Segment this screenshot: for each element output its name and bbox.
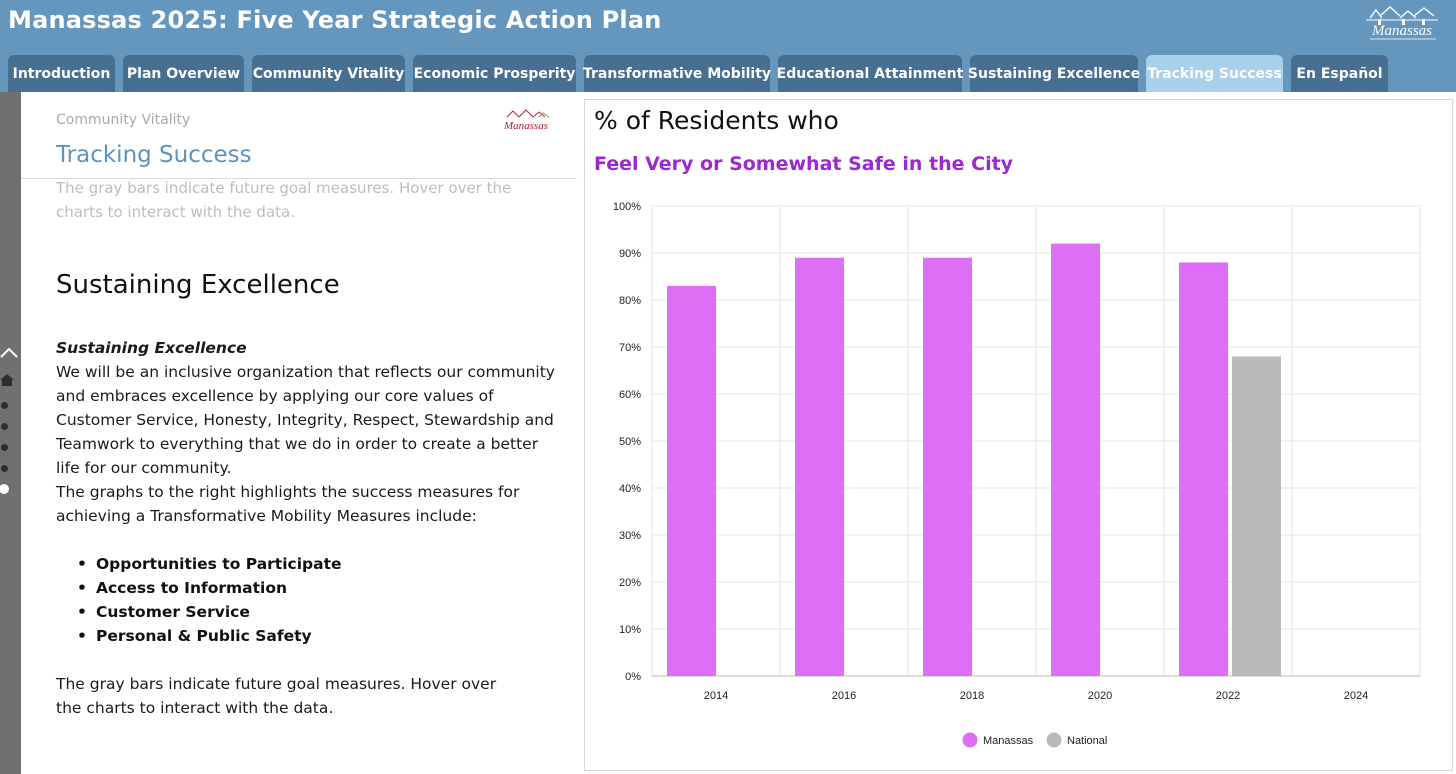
tab-tracking-success[interactable]: Tracking Success bbox=[1146, 55, 1283, 92]
header-divider bbox=[21, 178, 577, 179]
nav-dot[interactable] bbox=[1, 444, 8, 451]
x-tick-label: 2022 bbox=[1216, 690, 1240, 702]
nav-dot-active[interactable] bbox=[0, 484, 9, 494]
faded-scroll-note: The gray bars indicate future goal measu… bbox=[56, 179, 512, 221]
measures-list: Opportunities to Participate Access to I… bbox=[77, 552, 342, 648]
y-tick-label: 10% bbox=[619, 624, 641, 636]
narrative-panel: Community Vitality Manassas Tracking Suc… bbox=[21, 92, 578, 774]
x-tick-label: 2018 bbox=[960, 690, 984, 702]
body-paragraph: The graphs to the right highlights the s… bbox=[56, 483, 520, 525]
bar-manassas-2016[interactable] bbox=[795, 257, 844, 676]
y-tick-label: 90% bbox=[619, 248, 641, 260]
legend-label-national[interactable]: National bbox=[1067, 735, 1107, 747]
y-tick-label: 60% bbox=[619, 389, 641, 401]
list-item: Customer Service bbox=[77, 600, 342, 624]
manassas-logo-small: Manassas bbox=[503, 109, 550, 132]
chart-subtitle: Feel Very or Somewhat Safe in the City bbox=[594, 153, 1014, 175]
tab-en-espanol[interactable]: En Español bbox=[1291, 55, 1388, 92]
x-tick-label: 2024 bbox=[1344, 690, 1368, 702]
tab-sustaining-excellence[interactable]: Sustaining Excellence bbox=[968, 55, 1140, 92]
legend-marker-manassas[interactable] bbox=[962, 732, 978, 748]
section-label: Community Vitality bbox=[56, 112, 191, 128]
logo-text: Manassas bbox=[503, 120, 548, 132]
home-icon[interactable] bbox=[0, 373, 14, 387]
tab-community-vitality[interactable]: Community Vitality bbox=[252, 55, 405, 92]
list-item: Personal & Public Safety bbox=[77, 624, 342, 648]
tab-introduction[interactable]: Introduction bbox=[8, 55, 115, 92]
main-tabs: Introduction Plan Overview Community Vit… bbox=[0, 55, 1456, 92]
bar-national-2022[interactable] bbox=[1232, 356, 1281, 676]
tab-plan-overview[interactable]: Plan Overview bbox=[123, 55, 244, 92]
y-tick-label: 30% bbox=[619, 530, 641, 542]
list-item: Opportunities to Participate bbox=[77, 552, 341, 576]
x-tick-label: 2016 bbox=[832, 690, 856, 702]
legend-marker-national[interactable] bbox=[1046, 732, 1062, 748]
bar-manassas-2014[interactable] bbox=[667, 285, 716, 676]
app-title: Manassas 2025: Five Year Strategic Actio… bbox=[8, 6, 662, 34]
y-tick-label: 50% bbox=[619, 436, 641, 448]
body-italic-heading: Sustaining Excellence bbox=[56, 339, 247, 357]
x-tick-label: 2020 bbox=[1088, 690, 1112, 702]
y-tick-label: 100% bbox=[613, 201, 641, 213]
story-navigation-rail bbox=[0, 92, 21, 774]
y-tick-label: 20% bbox=[619, 577, 641, 589]
chart-title: % of Residents who bbox=[594, 106, 839, 135]
nav-dot[interactable] bbox=[1, 465, 8, 472]
nav-dot[interactable] bbox=[1, 423, 8, 430]
y-tick-label: 40% bbox=[619, 483, 641, 495]
bar-manassas-2018[interactable] bbox=[923, 257, 972, 676]
chart-panel: % of Residents who Feel Very or Somewhat… bbox=[584, 99, 1453, 771]
chevron-up-icon[interactable] bbox=[0, 345, 20, 359]
logo-text: Manassas bbox=[1371, 23, 1432, 39]
section-title: Sustaining Excellence bbox=[56, 270, 340, 300]
tab-economic-prosperity[interactable]: Economic Prosperity bbox=[413, 55, 576, 92]
y-tick-label: 70% bbox=[619, 342, 641, 354]
legend-label-manassas[interactable]: Manassas bbox=[983, 735, 1034, 747]
list-item: Access to Information bbox=[77, 576, 342, 600]
manassas-logo[interactable]: Manassas bbox=[1356, 4, 1448, 42]
x-tick-label: 2014 bbox=[704, 690, 728, 702]
bar-manassas-2020[interactable] bbox=[1051, 243, 1100, 676]
tab-transformative-mobility[interactable]: Transformative Mobility bbox=[583, 55, 771, 92]
section-body: Sustaining Excellence We will be an incl… bbox=[56, 336, 556, 528]
body-paragraph: We will be an inclusive organization tha… bbox=[56, 363, 555, 477]
y-tick-label: 0% bbox=[625, 671, 641, 683]
nav-dot[interactable] bbox=[1, 402, 8, 409]
panel-heading: Tracking Success bbox=[56, 142, 252, 168]
bottom-note: The gray bars indicate future goal measu… bbox=[56, 675, 497, 717]
tab-educational-attainment[interactable]: Educational Attainment bbox=[777, 55, 963, 92]
app-header: Manassas 2025: Five Year Strategic Actio… bbox=[0, 0, 1456, 92]
bar-chart[interactable]: 0% 10% 20% 30% 40% 50% 60% 70% 80% 90% 100% 2014 201… bbox=[585, 100, 1452, 770]
y-tick-label: 80% bbox=[619, 295, 641, 307]
bar-manassas-2022[interactable] bbox=[1179, 262, 1228, 676]
